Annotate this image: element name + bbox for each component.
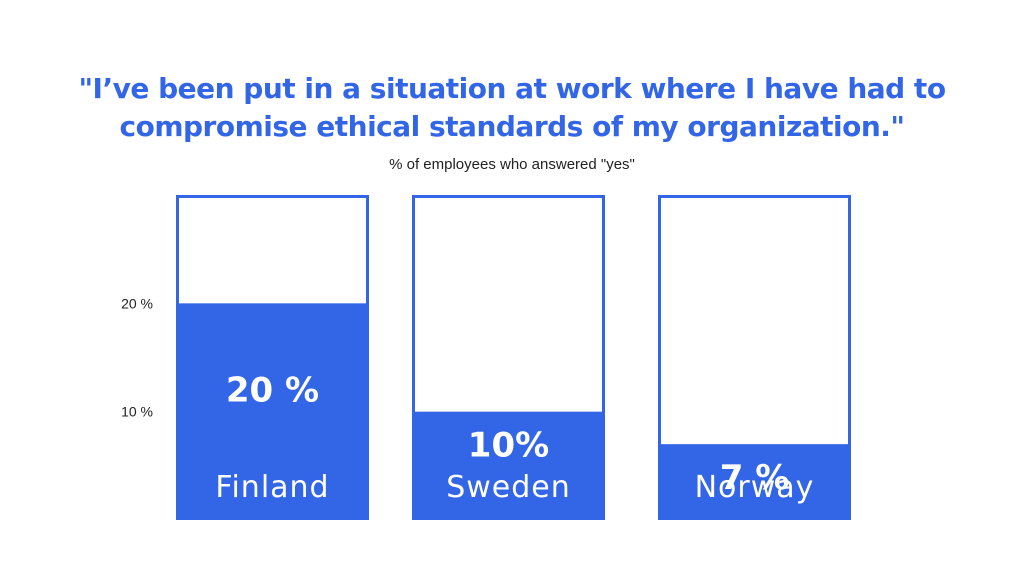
chart-subtitle: % of employees who answered "yes" [389,156,635,173]
category-label: Norway [695,470,815,505]
bar-group-finland: 20 % Finland [176,195,369,520]
title-line-2: compromise ethical standards of my organ… [119,110,905,143]
bar [412,411,605,520]
category-label: Finland [215,470,329,505]
bar [658,444,851,520]
title-line-1: "I’ve been put in a situation at work wh… [78,72,946,105]
bar-value-label: 10% [468,426,549,466]
category-label: Sweden [446,470,571,505]
y-tick-label: 10 % [121,404,153,420]
bar-group-norway: 7 %Norway [658,195,851,520]
bar [176,303,369,520]
chart-title: "I’ve been put in a situation at work wh… [0,70,1024,146]
bar-value-label: 7 % [720,458,790,498]
bar-value-label: 20 % [226,370,319,410]
bar-group-sweden: 10% Sweden [412,195,605,520]
y-tick-label: 20 % [121,295,153,311]
